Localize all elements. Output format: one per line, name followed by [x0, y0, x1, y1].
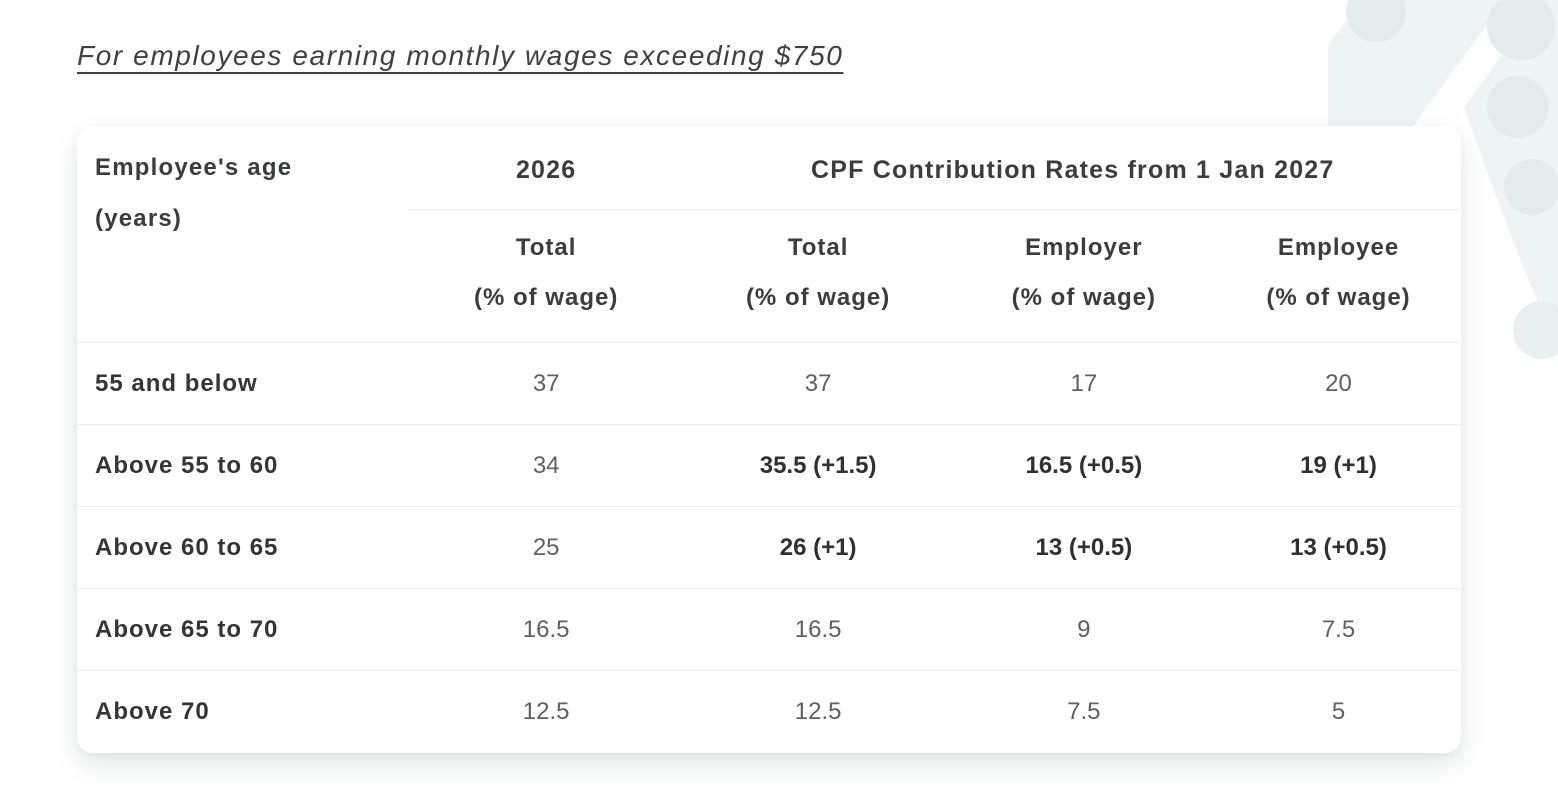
- header-sub-row: Total (% of wage) Total (% of wage) Empl…: [77, 209, 1461, 343]
- employee-2027-header-line1: Employee: [1277, 234, 1400, 261]
- wage-condition-caption: For employees earning monthly wages exce…: [77, 40, 844, 71]
- table-row: 55 and below 37 37 17 20: [77, 342, 1461, 425]
- total-2026-header-line2: (% of wage): [473, 284, 619, 311]
- year-2027-group-header: CPF Contribution Rates from 1 Jan 2027: [684, 126, 1461, 210]
- rate-cell: 35.5 (+1.5): [684, 424, 952, 507]
- table-row: Above 70 12.5 12.5 7.5 5: [77, 671, 1461, 753]
- rate-cell: 16.5 (+0.5): [951, 424, 1217, 507]
- total-2027-header-line2: (% of wage): [745, 284, 891, 311]
- rate-cell: 7.5: [1216, 588, 1461, 671]
- employer-2027-header-line2: (% of wage): [1011, 284, 1157, 311]
- table-row: Above 60 to 65 25 26 (+1) 13 (+0.5) 13 (…: [77, 506, 1461, 589]
- rate-cell: 17: [951, 342, 1217, 425]
- employee-age-header-line1: Employee's age: [95, 154, 293, 181]
- decorative-circle: [1513, 301, 1558, 359]
- total-2027-header: Total (% of wage): [684, 209, 952, 343]
- decorative-circle: [1487, 0, 1555, 60]
- age-cell: Above 70: [95, 697, 210, 725]
- age-cell: Above 60 to 65: [77, 506, 408, 589]
- total-2026-header: Total (% of wage): [407, 209, 685, 343]
- employee-age-header: Employee's age (years): [77, 126, 408, 343]
- rate-cell: 5: [1331, 697, 1346, 725]
- rate-cell: 12.5: [794, 697, 842, 725]
- decorative-circle: [1346, 0, 1406, 42]
- rate-cell: 13 (+0.5): [1216, 506, 1461, 589]
- cpf-rates-table-card: Employee's age (years) 2026 CPF Contribu…: [77, 126, 1461, 753]
- table-row: Above 65 to 70 16.5 16.5 9 7.5: [77, 588, 1461, 671]
- age-cell: Above 55 to 60: [77, 424, 408, 507]
- decorative-circle: [1487, 76, 1549, 138]
- rate-cell: 37: [407, 342, 685, 425]
- employee-2027-header: Employee (% of wage): [1216, 209, 1461, 343]
- employer-2027-header: Employer (% of wage): [951, 209, 1217, 343]
- total-2026-header-line1: Total: [515, 234, 577, 261]
- employee-age-header-line2: (years): [95, 205, 183, 232]
- rate-cell: 20: [1216, 342, 1461, 425]
- employer-2027-header-line1: Employer: [1025, 234, 1143, 261]
- rate-cell: 16.5: [407, 588, 685, 671]
- rate-cell: 25: [407, 506, 685, 589]
- rate-cell: 7.5: [1067, 697, 1101, 725]
- table-row: Above 55 to 60 34 35.5 (+1.5) 16.5 (+0.5…: [77, 424, 1461, 507]
- age-cell: 55 and below: [77, 342, 408, 425]
- decorative-circle: [1504, 159, 1558, 215]
- total-2027-header-line1: Total: [787, 234, 849, 261]
- rate-cell: 9: [951, 588, 1217, 671]
- header-group-row: Employee's age (years) 2026 CPF Contribu…: [77, 126, 1461, 343]
- rate-cell: 13 (+0.5): [951, 506, 1217, 589]
- age-cell: Above 65 to 70: [77, 588, 408, 671]
- rate-cell: 34: [407, 424, 685, 507]
- rate-cell: 37: [684, 342, 952, 425]
- cpf-contribution-rates-table: Employee's age (years) 2026 CPF Contribu…: [77, 126, 1461, 753]
- rate-cell: 12.5: [522, 697, 570, 725]
- rate-cell: 19 (+1): [1216, 424, 1461, 507]
- employee-2027-header-line2: (% of wage): [1266, 284, 1411, 311]
- rate-cell: 16.5: [684, 588, 952, 671]
- rate-cell: 26 (+1): [684, 506, 952, 589]
- year-2026-group-header: 2026: [407, 126, 685, 210]
